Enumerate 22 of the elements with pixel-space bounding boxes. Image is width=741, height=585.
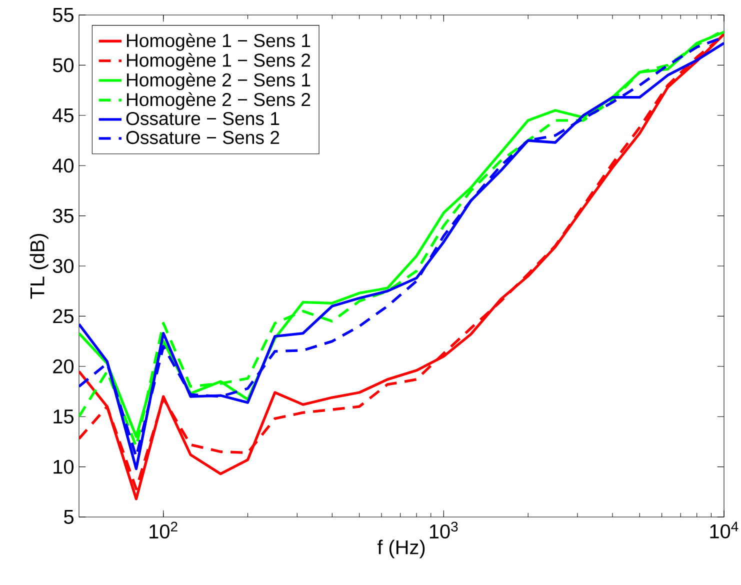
y-tick-label: 45 [52,108,74,122]
y-tick-label: 5 [64,510,74,524]
x-axis-title: f (Hz) [377,540,425,558]
legend-label: Ossature − Sens 1 [126,112,280,126]
y-tick-label: 40 [52,158,74,173]
legend-label: Ossature − Sens 2 [126,130,280,144]
x-tick-label: 10$^{2}$ [150,522,178,539]
y-tick-label: 15 [54,410,74,424]
x-tick-label: 10$^{3}$ [430,522,458,539]
legend-label: Homogène 2 − Sens 1 [127,72,310,90]
y-tick-label: 35 [52,208,74,223]
y-tick-label: 10 [54,460,74,474]
legend-label: Homogène 1 − Sens 1 [127,33,310,51]
y-axis-title: TL (dB) [30,234,48,299]
y-tick-label: 50 [52,58,74,72]
y-tick-label: 25 [53,309,74,324]
legend-label: Homogène 1 − Sens 2 [127,52,310,70]
y-tick-label: 55 [52,8,74,22]
legend-label: Homogène 2 − Sens 2 [127,92,310,110]
x-tick-label: 10$^{4}$ [710,522,738,538]
y-tick-label: 20 [53,359,74,374]
y-tick-label: 30 [52,258,74,274]
